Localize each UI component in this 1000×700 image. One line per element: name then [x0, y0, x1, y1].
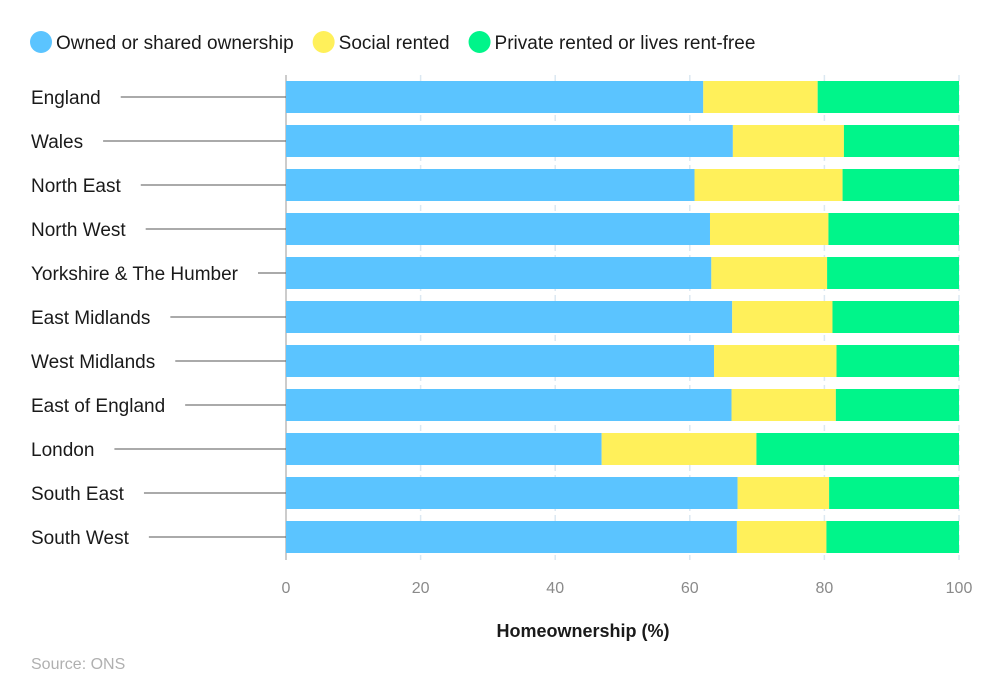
category-label: Yorkshire & The Humber — [31, 264, 239, 285]
bar-segment — [714, 345, 837, 377]
bar-segment — [286, 125, 733, 157]
bar-segment — [732, 301, 833, 333]
x-axis-title: Homeownership (%) — [496, 621, 669, 641]
legend: Owned or shared ownership Social rented Pr… — [30, 31, 755, 54]
category-label: London — [31, 440, 94, 461]
bar-segment — [286, 477, 738, 509]
bar-segment — [756, 433, 959, 465]
bar-segment — [286, 81, 704, 113]
bars — [286, 81, 959, 553]
legend-swatch — [312, 31, 335, 53]
category-label: North West — [31, 220, 126, 241]
bar-segment — [286, 301, 733, 333]
legend-label: Private rented or lives rent-free — [495, 33, 756, 54]
legend-swatch — [30, 31, 52, 53]
bar-segment — [732, 125, 844, 157]
category-labels: England Wales North East North West Yorkshir… — [31, 88, 286, 549]
bar-segment — [836, 345, 959, 377]
bar-segment — [286, 433, 602, 465]
bar-segment — [711, 257, 828, 289]
bar-segment — [286, 257, 712, 289]
bar-segment — [828, 213, 959, 245]
bar-segment — [736, 521, 827, 553]
bar-segment — [817, 81, 959, 113]
bar-segment — [835, 389, 959, 421]
bar-segment — [286, 169, 695, 201]
bar-segment — [842, 169, 959, 201]
bar-segment — [826, 521, 959, 553]
bar-segment — [829, 477, 959, 509]
x-tick-label: 100 — [946, 580, 973, 597]
bar-segment — [286, 389, 732, 421]
bar-segment — [832, 301, 959, 333]
x-tick-label: 40 — [546, 580, 564, 597]
x-axis-ticks: 0 20 40 60 80 100 — [282, 580, 973, 597]
bar-segment — [601, 433, 757, 465]
category-label: East of England — [31, 396, 165, 417]
x-tick-label: 80 — [816, 580, 834, 597]
category-label: Wales — [31, 132, 83, 153]
category-label: South East — [31, 484, 125, 505]
bar-segment — [286, 213, 710, 245]
bar-segment — [703, 81, 818, 113]
category-label: South West — [31, 528, 130, 549]
bar-segment — [694, 169, 843, 201]
bar-segment — [709, 213, 829, 245]
category-label: England — [31, 88, 101, 109]
legend-label: Owned or shared ownership — [56, 33, 294, 54]
bar-segment — [731, 389, 836, 421]
legend-swatch — [468, 31, 491, 53]
category-label: West Midlands — [31, 352, 155, 373]
bar-segment — [843, 125, 959, 157]
bar-segment — [737, 477, 830, 509]
x-tick-label: 0 — [282, 580, 291, 597]
x-tick-label: 20 — [412, 580, 430, 597]
legend-label: Social rented — [339, 33, 450, 54]
category-label: North East — [31, 176, 121, 197]
source-note: Source: ONS — [31, 656, 125, 673]
bar-segment — [286, 345, 715, 377]
x-tick-label: 60 — [681, 580, 699, 597]
bar-segment — [286, 521, 737, 553]
bar-segment — [827, 257, 959, 289]
category-label: East Midlands — [31, 308, 150, 329]
